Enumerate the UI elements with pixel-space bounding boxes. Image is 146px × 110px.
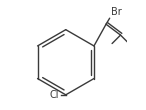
Text: Br: Br — [111, 7, 122, 17]
Text: Cl: Cl — [49, 90, 59, 100]
